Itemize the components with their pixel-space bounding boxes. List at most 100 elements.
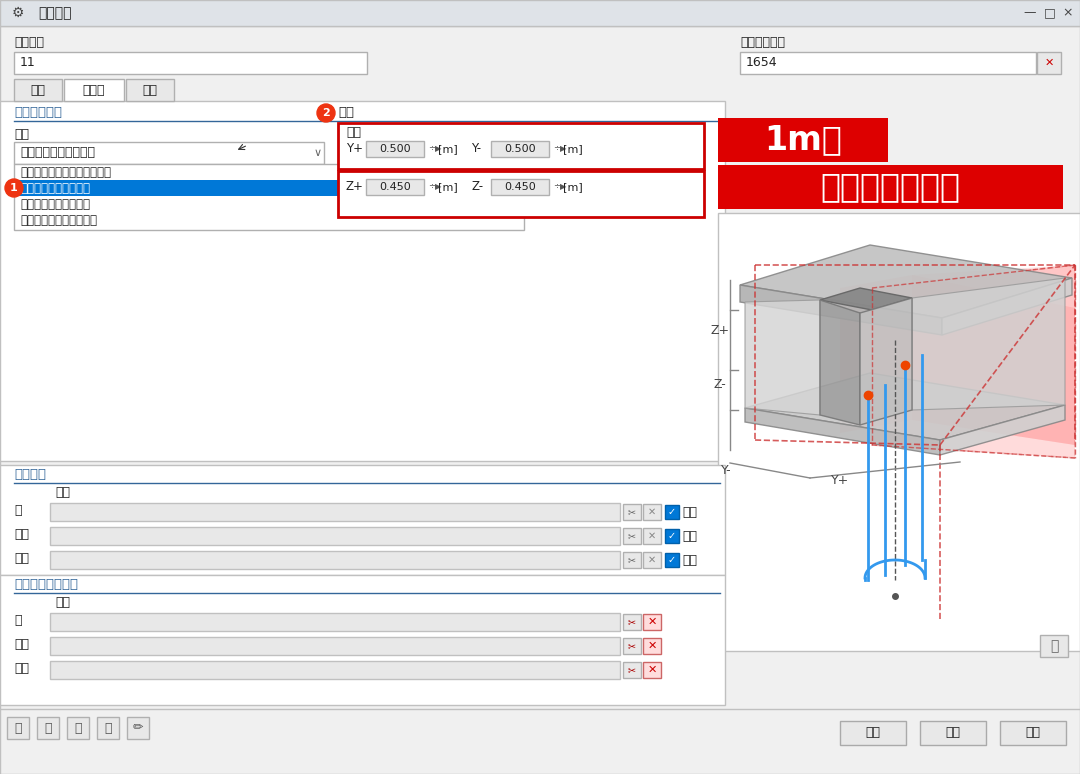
Text: 全部: 全部 [681,553,697,567]
Text: 实体: 实体 [14,639,29,652]
FancyBboxPatch shape [50,551,620,569]
Text: ✂: ✂ [627,665,636,675]
Text: ÷▶: ÷▶ [428,145,442,153]
FancyBboxPatch shape [0,101,725,461]
Text: 编辑杆件: 编辑杆件 [38,6,71,20]
FancyBboxPatch shape [37,717,59,739]
Text: ∨: ∨ [314,148,322,158]
Text: 应用: 应用 [1026,727,1040,739]
FancyBboxPatch shape [623,528,642,544]
Circle shape [5,179,23,197]
Text: ×: × [1063,6,1074,19]
FancyBboxPatch shape [718,165,1063,209]
Text: ✂: ✂ [627,617,636,627]
Polygon shape [820,300,860,425]
Polygon shape [912,278,1065,410]
Text: 确定: 确定 [865,727,880,739]
Text: ✓: ✓ [667,555,676,565]
Text: 2: 2 [322,108,329,118]
Text: 集成应力和力: 集成应力和力 [14,107,62,119]
Polygon shape [820,288,912,310]
FancyBboxPatch shape [623,638,642,654]
Polygon shape [912,265,1075,445]
Text: ✓: ✓ [667,531,676,541]
Text: ✕: ✕ [647,641,657,651]
Text: Z+: Z+ [346,180,364,194]
FancyBboxPatch shape [366,179,424,195]
Text: 11: 11 [21,57,36,70]
Text: 0.500: 0.500 [504,144,536,154]
Text: 🔧: 🔧 [105,721,111,735]
Text: 🔍: 🔍 [14,721,22,735]
FancyBboxPatch shape [623,552,642,568]
Text: 除了包括对象之外: 除了包括对象之外 [14,578,78,591]
FancyBboxPatch shape [491,141,549,157]
Text: 基本: 基本 [30,84,45,97]
Text: 结果梁: 结果梁 [83,84,105,97]
FancyBboxPatch shape [97,717,119,739]
FancyBboxPatch shape [50,661,620,679]
FancyBboxPatch shape [643,614,661,630]
FancyBboxPatch shape [0,465,725,575]
Text: ÷▶: ÷▶ [428,183,442,191]
Text: Y+: Y+ [831,474,849,487]
Text: 尺寸: 尺寸 [346,126,361,139]
Polygon shape [740,245,1072,318]
FancyBboxPatch shape [623,614,642,630]
Text: 📐: 📐 [75,721,82,735]
Text: 杆件编号: 杆件编号 [14,36,44,50]
Text: ✕: ✕ [648,555,656,565]
Text: 面: 面 [14,505,22,518]
Text: ✂: ✂ [627,507,636,517]
FancyBboxPatch shape [67,717,89,739]
FancyBboxPatch shape [665,529,679,543]
Text: [m]: [m] [563,182,583,192]
Text: ✕: ✕ [647,617,657,627]
Text: Z+: Z+ [711,324,730,337]
Text: ✕: ✕ [648,531,656,541]
FancyBboxPatch shape [1040,635,1068,657]
FancyBboxPatch shape [0,709,1080,774]
Text: 1m宽: 1m宽 [764,124,842,156]
Text: 杆件: 杆件 [14,553,29,566]
FancyBboxPatch shape [50,527,620,545]
FancyBboxPatch shape [50,613,620,631]
Polygon shape [745,300,820,415]
Text: 0.450: 0.450 [379,182,410,192]
Polygon shape [940,405,1065,455]
Polygon shape [860,298,912,425]
Text: 方形基础的轴由集成应力与力: 方形基础的轴由集成应力与力 [21,166,111,179]
FancyBboxPatch shape [665,505,679,519]
FancyBboxPatch shape [643,638,661,654]
Text: ✂: ✂ [627,555,636,565]
FancyBboxPatch shape [740,52,1036,74]
FancyBboxPatch shape [623,662,642,678]
Polygon shape [942,278,1072,335]
FancyBboxPatch shape [643,662,661,678]
Text: Y+: Y+ [346,142,363,156]
FancyBboxPatch shape [50,637,620,655]
Text: Z-: Z- [471,180,483,194]
FancyBboxPatch shape [14,180,524,196]
FancyBboxPatch shape [0,575,725,705]
Text: ✕: ✕ [1044,58,1054,68]
Text: Z-: Z- [714,378,727,392]
FancyBboxPatch shape [338,123,704,169]
FancyBboxPatch shape [920,721,986,745]
Text: Y-: Y- [720,464,731,477]
FancyBboxPatch shape [6,717,29,739]
Text: ✏: ✏ [133,721,144,735]
Polygon shape [745,373,1065,440]
FancyBboxPatch shape [643,528,661,544]
FancyBboxPatch shape [14,164,524,230]
Polygon shape [745,408,940,455]
Text: 包括对象: 包括对象 [14,468,46,481]
Text: 参数: 参数 [338,107,354,119]
Text: 相应位置的板厚: 相应位置的板厚 [821,170,960,204]
Polygon shape [840,275,1075,445]
Text: 全部: 全部 [681,505,697,519]
Polygon shape [740,285,942,335]
Text: 立方体内集成应力与力: 立方体内集成应力与力 [21,181,90,194]
Text: 杆件: 杆件 [14,663,29,676]
FancyBboxPatch shape [1000,721,1066,745]
